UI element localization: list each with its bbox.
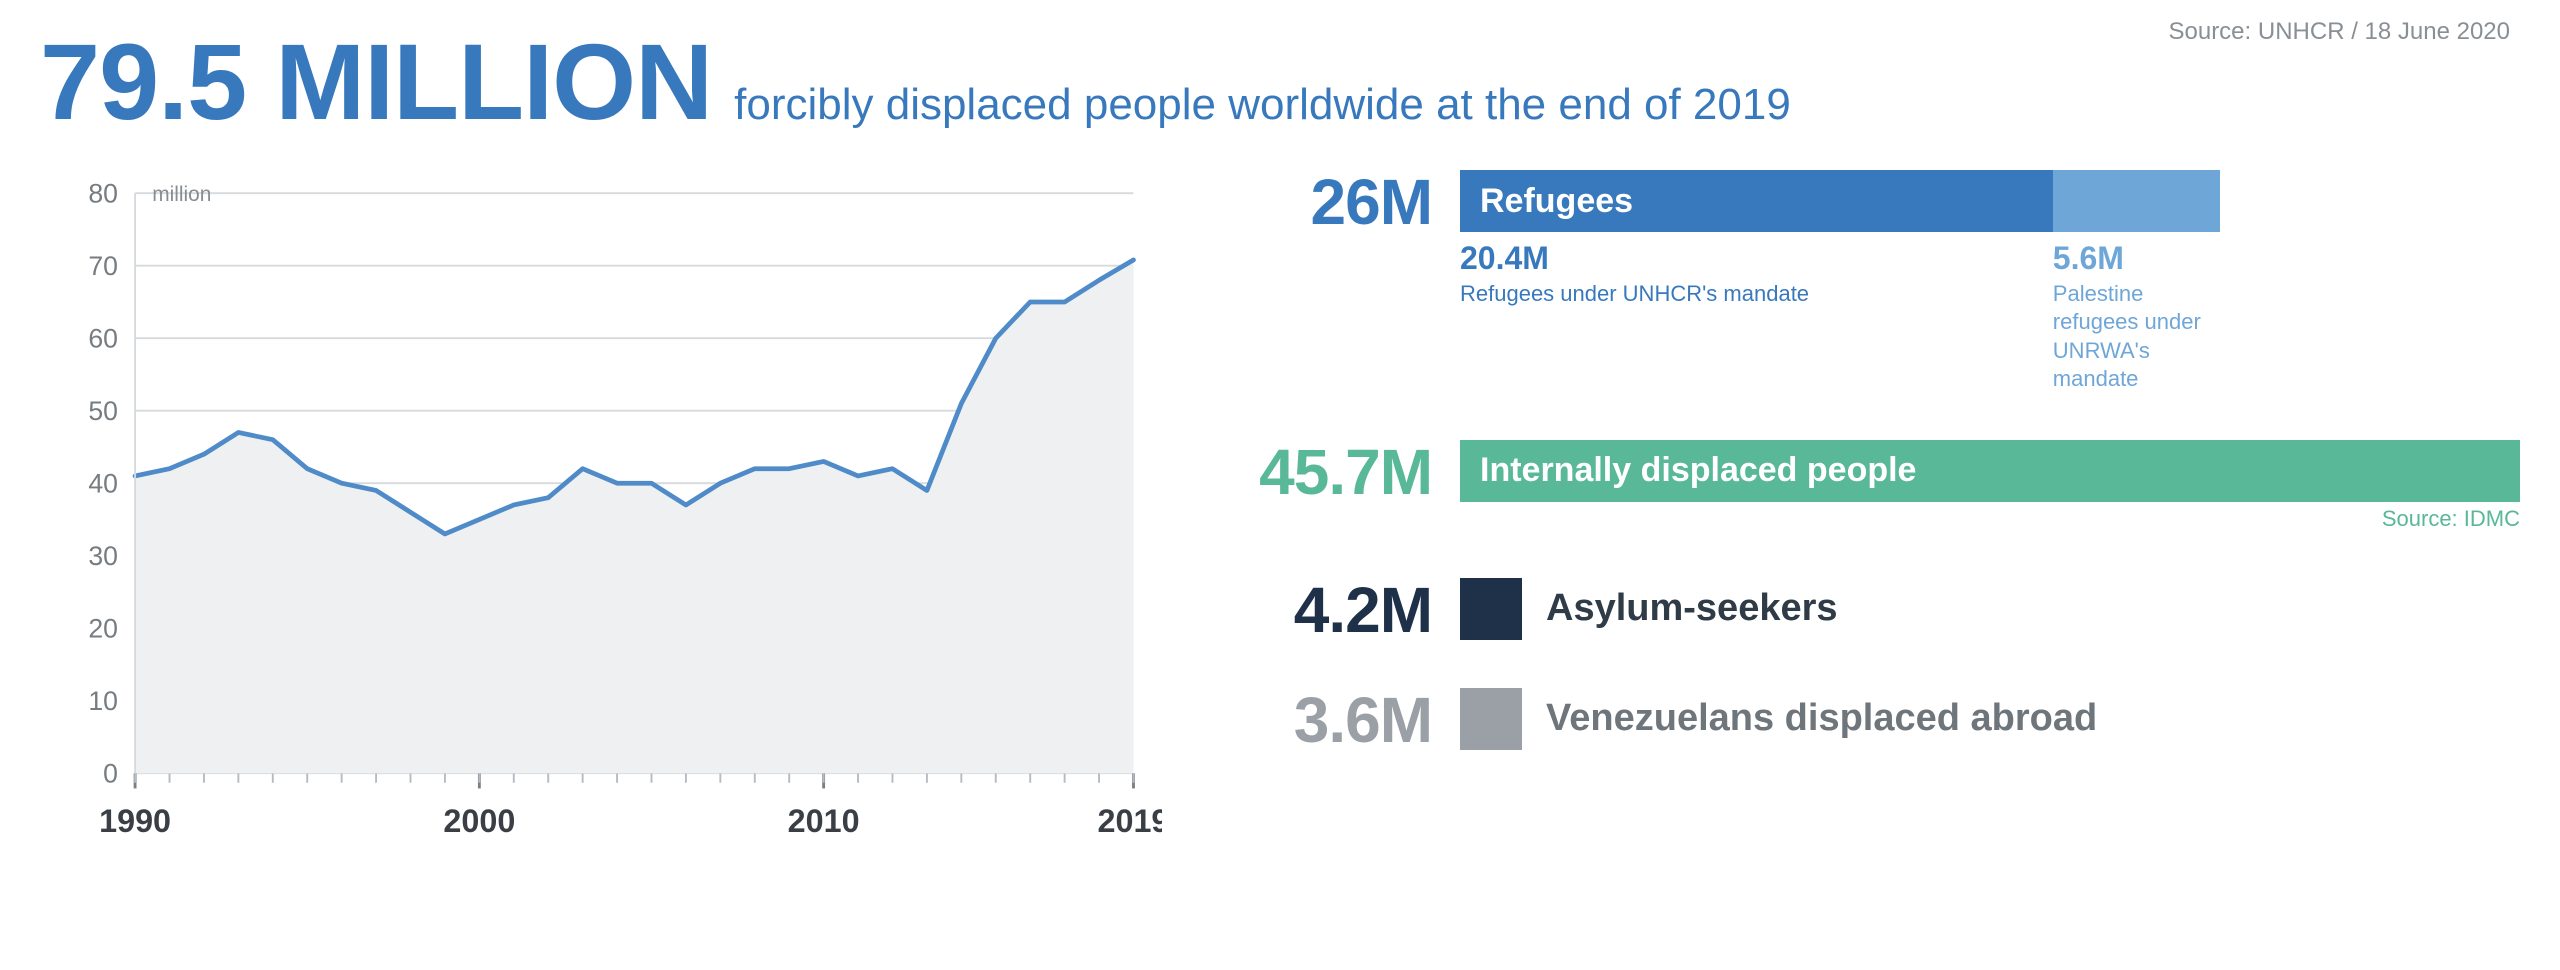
idp-value: 45.7M	[1222, 440, 1432, 504]
infographic-root: Source: UNHCR / 18 June 2020 79.5 MILLIO…	[0, 0, 2560, 970]
category-refugees: 26M Refugees 20.4MRefugees under UNHCR's…	[1222, 170, 2520, 394]
venezuelans-row: Venezuelans displaced abroad	[1460, 688, 2520, 750]
content-row: 0 10 20 30 40 50 60 70 80 million 1990 2000 2010 2019…	[40, 146, 2520, 906]
refugees-bar-primary: Refugees	[1460, 170, 2053, 232]
refugees-sub-unrwa: 5.6MPalestine refugees under UNRWA's man…	[2053, 238, 2220, 394]
refugees-bar: Refugees	[1460, 170, 2220, 232]
area-chart-svg: 0 10 20 30 40 50 60 70 80 million 1990 2000 2010 2019	[40, 146, 1162, 906]
headline-number: 79.5 MILLION	[40, 28, 712, 136]
refugees-bar-secondary	[2053, 170, 2220, 232]
venezuelans-label: Venezuelans displaced abroad	[1546, 697, 2097, 740]
asylum-label: Asylum-seekers	[1546, 587, 1838, 630]
svg-text:10: 10	[88, 686, 118, 716]
refugees-value: 26M	[1222, 170, 1432, 234]
svg-text:million: million	[152, 183, 211, 206]
svg-text:70: 70	[88, 251, 118, 281]
svg-text:40: 40	[88, 469, 118, 499]
headline: 79.5 MILLION forcibly displaced people w…	[40, 28, 2520, 136]
category-asylum: 4.2M Asylum-seekers	[1222, 578, 2520, 642]
asylum-swatch-icon	[1460, 578, 1522, 640]
asylum-value: 4.2M	[1222, 578, 1432, 642]
svg-text:80: 80	[88, 179, 118, 209]
idp-bar: Internally displaced people	[1460, 440, 2520, 502]
svg-text:30: 30	[88, 541, 118, 571]
svg-text:2010: 2010	[788, 803, 860, 839]
venezuelans-body: Venezuelans displaced abroad	[1460, 688, 2520, 750]
svg-text:2019: 2019	[1098, 803, 1162, 839]
svg-text:2000: 2000	[443, 803, 515, 839]
svg-text:0: 0	[103, 759, 118, 789]
category-idp: 45.7M Internally displaced people Source…	[1222, 440, 2520, 532]
headline-subtitle: forcibly displaced people worldwide at t…	[734, 81, 1791, 129]
asylum-row: Asylum-seekers	[1460, 578, 2520, 640]
area-chart: 0 10 20 30 40 50 60 70 80 million 1990 2000 2010 2019	[40, 146, 1162, 906]
idp-source-note: Source: IDMC	[1460, 506, 2520, 532]
venezuelans-value: 3.6M	[1222, 688, 1432, 752]
idp-bar-segment: Internally displaced people	[1460, 440, 2520, 502]
refugees-body: Refugees 20.4MRefugees under UNHCR's man…	[1460, 170, 2520, 394]
source-attribution: Source: UNHCR / 18 June 2020	[2168, 18, 2510, 46]
idp-body: Internally displaced people Source: IDMC	[1460, 440, 2520, 532]
asylum-body: Asylum-seekers	[1460, 578, 2520, 640]
refugees-sub-unhcr: 20.4MRefugees under UNHCR's mandate	[1460, 238, 2053, 394]
refugees-sublabels: 20.4MRefugees under UNHCR's mandate5.6MP…	[1460, 238, 2220, 394]
breakdown-panel: 26M Refugees 20.4MRefugees under UNHCR's…	[1222, 146, 2520, 906]
svg-text:60: 60	[88, 324, 118, 354]
category-venezuelans: 3.6M Venezuelans displaced abroad	[1222, 688, 2520, 752]
svg-text:20: 20	[88, 614, 118, 644]
svg-text:1990: 1990	[99, 803, 171, 839]
svg-text:50: 50	[88, 396, 118, 426]
venezuelans-swatch-icon	[1460, 688, 1522, 750]
